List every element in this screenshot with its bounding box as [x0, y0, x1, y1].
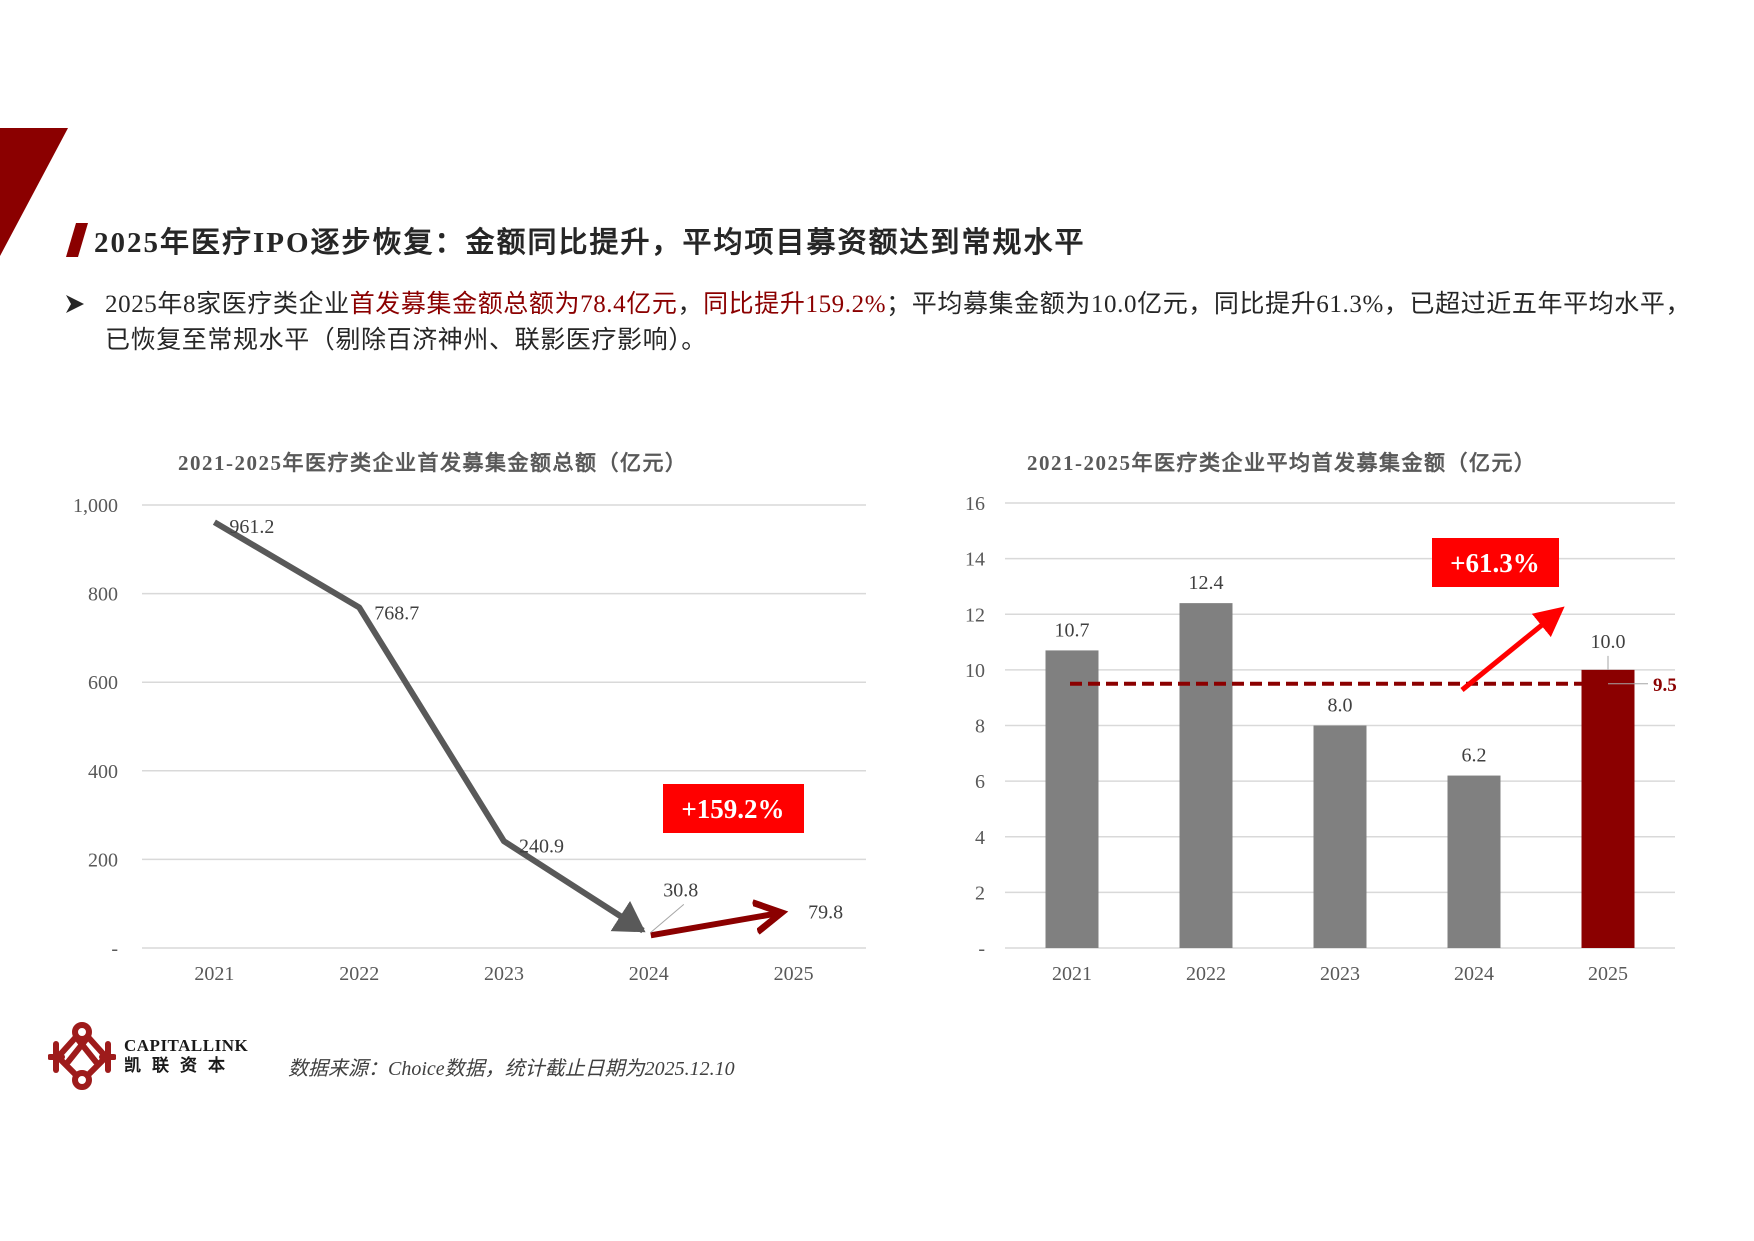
growth-arrow: [1460, 606, 1565, 692]
bar-chart-title: 2021-2025年医疗类企业平均首发募集金额（亿元）: [1027, 451, 1537, 475]
data-source-note: 数据来源：Choice数据，统计截止日期为2025.12.10: [288, 1058, 735, 1080]
x-tick-label: 2022: [339, 963, 379, 985]
y-tick-label: 800: [88, 584, 118, 606]
total-amount-line: [212, 519, 646, 934]
x-tick-label: 2021: [194, 963, 234, 985]
growth-badge: [1432, 538, 1559, 587]
bar-2021: [1045, 650, 1099, 948]
data-label: 8.0: [1328, 695, 1353, 717]
x-tick-label: 2023: [1320, 963, 1360, 985]
line-chart-title: 2021-2025年医疗类企业首发募集金额总额（亿元）: [178, 451, 688, 475]
summary-part-1: 2025年8家医疗类企业: [105, 291, 350, 318]
reference-line-label: 9.5: [1653, 675, 1677, 696]
bar-2022: [1179, 603, 1233, 948]
growth-badge: [663, 784, 804, 833]
leader-line: [650, 903, 685, 933]
growth-badge-label: +61.3%: [1450, 548, 1540, 578]
average-ipo-amount-bar-chart: - 2 4 6 8 10 12 14 16 10.7 2021 12.4 2022 8.0 2023 6.2 2…: [965, 493, 1677, 985]
summary-part-5: ；平均募集金额为10.0亿元，同比提升61.3%，已超过近五年平均水平，已恢复至…: [105, 291, 1692, 354]
footer-logo: CAPITALLINK 凯联资本: [48, 1022, 248, 1090]
data-label: 10.7: [1055, 619, 1090, 641]
summary-bullet: 2025年8家医疗类企业首发募集金额总额为78.4亿元，同比提升159.2%；平…: [66, 287, 1716, 359]
y-tick-label: -: [978, 938, 985, 960]
bar-2024: [1447, 775, 1501, 948]
arrow-bullet-icon: [66, 295, 84, 313]
corner-decoration: [0, 128, 68, 256]
growth-arrow: [650, 913, 782, 939]
x-tick-label: 2021: [1052, 963, 1092, 985]
x-tick-label: 2024: [1454, 963, 1494, 985]
y-tick-label: 10: [965, 660, 985, 682]
x-tick-label: 2022: [1186, 963, 1226, 985]
capitallink-logo-icon: [48, 1022, 116, 1090]
y-tick-label: 8: [975, 716, 985, 738]
y-tick-label: 14: [965, 549, 985, 571]
summary-text: 2025年8家医疗类企业首发募集金额总额为78.4亿元，同比提升159.2%；平…: [105, 287, 1716, 359]
total-ipo-amount-line-chart: - 200 400 600 800 1,000 2021 2022 2023 2024 2025 96…: [73, 495, 866, 985]
data-label: 961.2: [229, 516, 274, 538]
title-slash-icon: [66, 223, 88, 257]
y-tick-label: 12: [965, 604, 985, 626]
y-tick-label: 1,000: [73, 495, 118, 517]
x-tick-label: 2025: [774, 963, 814, 985]
data-label: 240.9: [519, 835, 564, 857]
page-title-bar: 2025年医疗IPO逐步恢复：金额同比提升，平均项目募资额达到常规水平: [66, 220, 1086, 260]
summary-highlight-growth: 同比提升159.2%: [703, 291, 887, 318]
logo-chinese-name: 凯联资本: [124, 1056, 236, 1075]
data-label: 10.0: [1591, 631, 1626, 653]
y-tick-label: 16: [965, 493, 985, 515]
x-tick-label: 2023: [484, 963, 524, 985]
y-tick-label: 600: [88, 672, 118, 694]
x-tick-label: 2025: [1588, 963, 1628, 985]
y-tick-label: 4: [975, 827, 985, 849]
summary-part-3: ，: [677, 291, 704, 318]
logo-english-name: CAPITALLINK: [124, 1036, 249, 1055]
y-tick-label: 6: [975, 771, 985, 793]
summary-highlight-total: 首发募集金额总额为78.4亿元: [349, 291, 678, 318]
data-label: 12.4: [1189, 572, 1224, 594]
data-label: 79.8: [808, 902, 843, 924]
x-tick-label: 2024: [629, 963, 669, 985]
bar-2023: [1313, 725, 1367, 948]
page-title: 2025年医疗IPO逐步恢复：金额同比提升，平均项目募资额达到常规水平: [94, 227, 1086, 259]
y-tick-label: 200: [88, 849, 118, 871]
y-tick-label: 2: [975, 882, 985, 904]
y-tick-label: -: [111, 938, 118, 960]
bar-2025: [1581, 669, 1635, 948]
y-tick-label: 400: [88, 761, 118, 783]
data-label: 768.7: [374, 602, 419, 624]
growth-badge-label: +159.2%: [681, 794, 784, 824]
data-label: 6.2: [1462, 745, 1487, 767]
data-label: 30.8: [663, 879, 698, 901]
